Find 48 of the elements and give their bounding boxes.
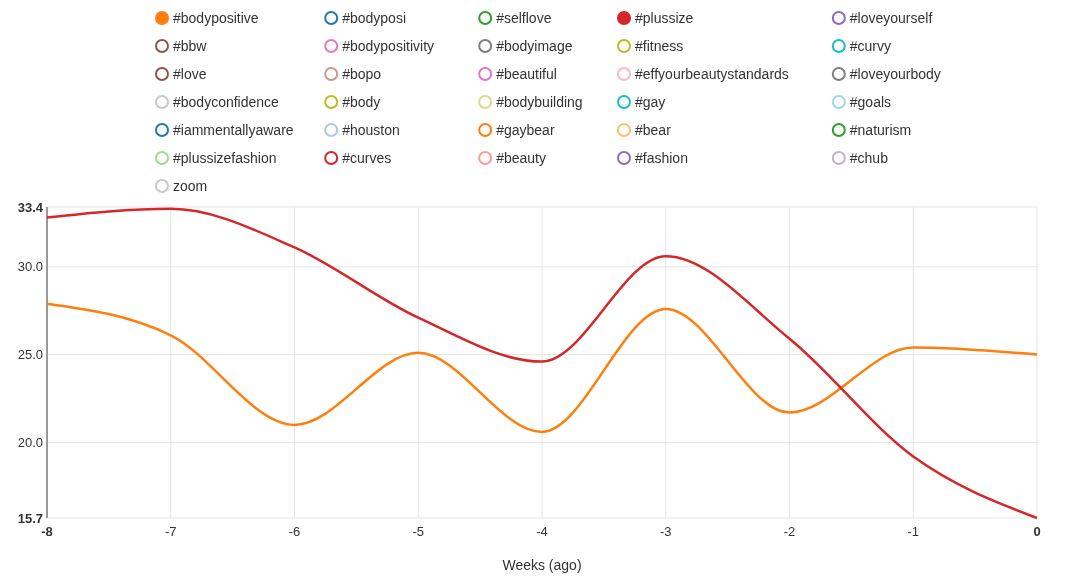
x-tick-label: -2 <box>783 524 796 539</box>
legend-label: #effyourbeautystandards <box>635 65 789 82</box>
y-tick-label: 25.0 <box>17 347 43 363</box>
legend-label: #beautiful <box>496 65 557 82</box>
x-tick-label: -3 <box>659 524 672 539</box>
y-tick-label: 15.7 <box>17 510 43 526</box>
x-tick-label: -6 <box>288 524 301 539</box>
legend-label: #bodyposi <box>342 9 407 26</box>
legend-label: #loveyourbody <box>849 65 941 82</box>
legend-label: #bodypositive <box>173 9 259 26</box>
legend-label: #body <box>342 93 381 110</box>
legend-label: #bodyimage <box>496 37 573 54</box>
legend-label: #selflove <box>496 9 552 26</box>
legend-label: #curvy <box>849 37 892 54</box>
text: zoom <box>173 177 208 194</box>
x-tick-label: -8 <box>41 524 53 539</box>
legend-label: #fitness <box>635 37 684 54</box>
legend-label: #bodypositivity <box>342 37 435 54</box>
x-axis-title: Weeks (ago) <box>502 557 582 573</box>
legend-label: #plussizefashion <box>173 149 277 166</box>
legend-label: #love <box>173 65 207 82</box>
legend-label: #bbw <box>173 37 208 54</box>
legend-label: #bodybuilding <box>496 93 583 110</box>
legend-label: #fashion <box>635 149 688 166</box>
legend-label: #plussize <box>635 9 694 26</box>
legend-label: #chub <box>849 149 889 166</box>
line-series <box>45 207 1039 520</box>
y-tick-label: 30.0 <box>17 259 43 275</box>
legend-label: #iammentallyaware <box>173 121 294 138</box>
legend-label: #beauty <box>496 149 547 166</box>
legend-label: #gay <box>635 93 666 110</box>
x-tick-label: -5 <box>412 524 425 539</box>
legend-label: #bopo <box>342 65 382 82</box>
x-tick-label: -1 <box>907 524 920 539</box>
legend-label: #houston <box>342 121 400 138</box>
x-tick-label: -4 <box>536 524 548 539</box>
x-tick-label: -7 <box>164 524 177 539</box>
legend-label: #bodyconfidence <box>173 93 280 110</box>
y-tick-label: 20.0 <box>17 435 43 450</box>
legend-label: #bear <box>635 121 672 138</box>
x-tick-label: 0 <box>1033 524 1041 539</box>
legend-label: #naturism <box>849 121 912 138</box>
y-tick-label: 33.4 <box>17 199 44 215</box>
legend-label: #goals <box>849 93 892 110</box>
legend-label: #loveyourself <box>849 9 933 26</box>
legend-label: #gaybear <box>496 121 555 138</box>
line-series <box>45 302 1039 434</box>
legend-label: #curves <box>342 149 392 166</box>
